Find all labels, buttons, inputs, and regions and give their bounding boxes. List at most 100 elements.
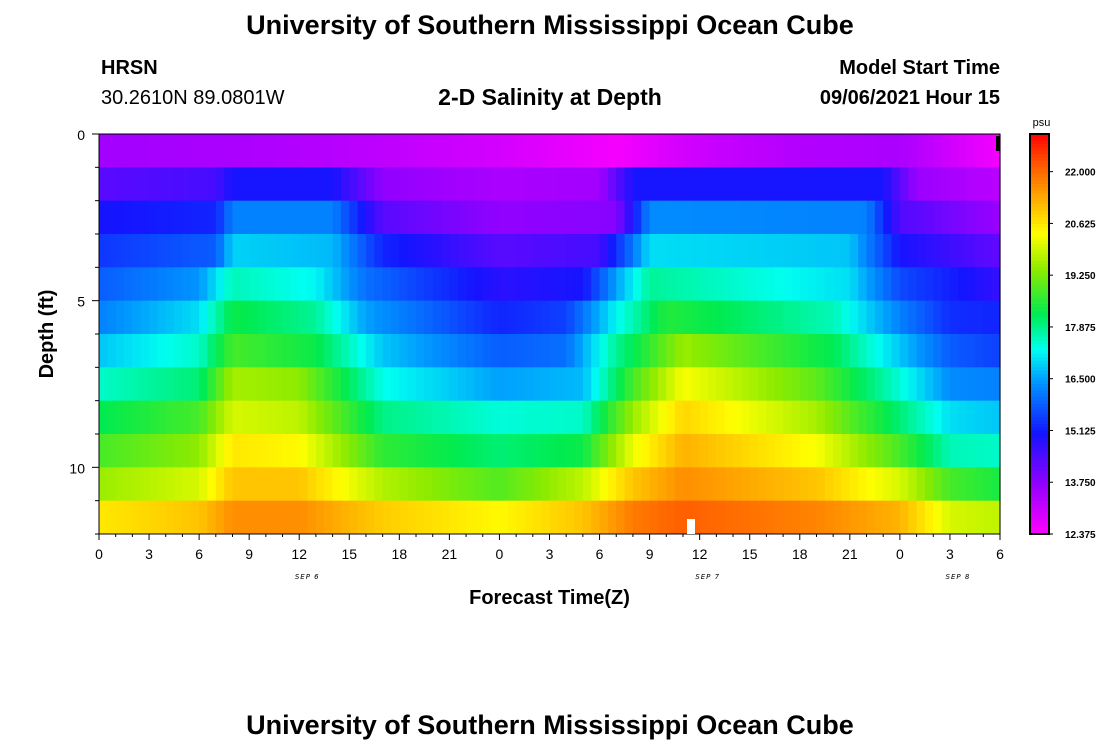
x-tick-label: 9 bbox=[245, 546, 253, 562]
heatmap-cell bbox=[808, 167, 818, 202]
heatmap-cell bbox=[774, 500, 784, 535]
heatmap-cell bbox=[741, 234, 751, 268]
heatmap-cell bbox=[674, 367, 684, 402]
heatmap-cell bbox=[883, 167, 893, 202]
heatmap-cell bbox=[724, 334, 734, 368]
heatmap-cell bbox=[290, 200, 300, 235]
colorbar-tick-label: 22.000 bbox=[1065, 168, 1096, 179]
heatmap-cell bbox=[174, 134, 184, 168]
heatmap-cell bbox=[115, 367, 125, 402]
heatmap-cell bbox=[933, 367, 943, 402]
heatmap-cell bbox=[574, 367, 584, 402]
heatmap-cell bbox=[499, 400, 509, 435]
heatmap-cell bbox=[474, 167, 484, 202]
heatmap-cell bbox=[799, 167, 809, 202]
heatmap-cell bbox=[849, 400, 859, 435]
heatmap-cell bbox=[491, 334, 501, 368]
heatmap-cell bbox=[941, 334, 951, 368]
heatmap-cell bbox=[407, 400, 417, 435]
heatmap-cell bbox=[557, 367, 567, 402]
heatmap-cell bbox=[449, 400, 459, 435]
heatmap-cell bbox=[766, 400, 776, 435]
heatmap-cell bbox=[674, 267, 684, 302]
y-tick-label: 10 bbox=[69, 460, 85, 476]
heatmap-cell bbox=[290, 234, 300, 268]
heatmap-cell bbox=[691, 400, 701, 435]
heatmap-cell bbox=[482, 500, 492, 535]
heatmap-cell bbox=[616, 167, 626, 202]
heatmap-cell bbox=[315, 134, 325, 168]
heatmap-cell bbox=[566, 500, 576, 535]
heatmap-cell bbox=[858, 134, 868, 168]
colorbar-segment bbox=[1030, 134, 1049, 138]
heatmap-cell bbox=[407, 134, 417, 168]
heatmap-cell bbox=[274, 234, 284, 268]
heatmap-cell bbox=[491, 267, 501, 302]
heatmap-cell bbox=[566, 434, 576, 468]
heatmap-cell bbox=[991, 334, 1001, 368]
heatmap-cell bbox=[657, 167, 667, 202]
colorbar-segment bbox=[1030, 404, 1049, 408]
heatmap-cell bbox=[474, 300, 484, 335]
heatmap-cell bbox=[232, 400, 242, 435]
heatmap-cell bbox=[290, 434, 300, 468]
heatmap-cell bbox=[232, 267, 242, 302]
heatmap-cell bbox=[115, 267, 125, 302]
heatmap-cell bbox=[274, 500, 284, 535]
heatmap-cell bbox=[240, 200, 250, 235]
colorbar-segment bbox=[1030, 444, 1049, 448]
x-tick-label: 21 bbox=[842, 546, 858, 562]
heatmap-cell bbox=[774, 434, 784, 468]
plot-title: 2-D Salinity at Depth bbox=[438, 84, 662, 110]
colorbar-segment bbox=[1030, 370, 1049, 375]
heatmap-cell bbox=[441, 234, 450, 268]
heatmap-cell bbox=[390, 400, 400, 435]
heatmap-cell bbox=[140, 167, 150, 202]
heatmap-cell bbox=[232, 500, 242, 535]
heatmap-cell bbox=[991, 400, 1001, 435]
heatmap-cell bbox=[741, 300, 751, 335]
heatmap-cell bbox=[215, 267, 225, 302]
heatmap-cell bbox=[99, 134, 108, 168]
heatmap-cell bbox=[107, 334, 117, 368]
heatmap-cell bbox=[858, 267, 868, 302]
heatmap-cell bbox=[958, 467, 968, 502]
heatmap-cell bbox=[699, 467, 709, 502]
heatmap-cell bbox=[507, 500, 517, 535]
heatmap-cell bbox=[365, 367, 375, 402]
heatmap-cell bbox=[949, 167, 959, 202]
heatmap-cell bbox=[307, 167, 317, 202]
heatmap-cell bbox=[758, 267, 767, 302]
heatmap-cell bbox=[674, 134, 684, 168]
heatmap-cell bbox=[157, 400, 167, 435]
heatmap-cell bbox=[908, 267, 918, 302]
heatmap-cell bbox=[157, 267, 167, 302]
heatmap-cell bbox=[733, 500, 742, 535]
heatmap-cell bbox=[808, 400, 818, 435]
heatmap-cell bbox=[182, 334, 192, 368]
current-time-marker bbox=[687, 519, 695, 534]
heatmap-cell bbox=[349, 334, 359, 368]
heatmap-cell bbox=[549, 467, 559, 502]
heatmap-cell bbox=[824, 200, 834, 235]
heatmap-cell bbox=[115, 400, 125, 435]
heatmap-cell bbox=[516, 334, 526, 368]
heatmap-cell bbox=[365, 134, 375, 168]
x-date-label: SEP 6 bbox=[295, 573, 320, 581]
heatmap-cell bbox=[457, 500, 467, 535]
heatmap-cell bbox=[682, 167, 692, 202]
heatmap-cell bbox=[791, 467, 801, 502]
heatmap-cell bbox=[491, 200, 501, 235]
heatmap-cell bbox=[349, 234, 359, 268]
heatmap-cell bbox=[140, 400, 150, 435]
heatmap-cell bbox=[424, 234, 434, 268]
heatmap-cell bbox=[382, 200, 392, 235]
heatmap-cell bbox=[557, 200, 567, 235]
heatmap-cell bbox=[607, 400, 617, 435]
heatmap-cell bbox=[299, 334, 309, 368]
heatmap-cell bbox=[641, 500, 651, 535]
heatmap-cell bbox=[349, 300, 359, 335]
heatmap-cell bbox=[290, 400, 300, 435]
heatmap-cell bbox=[916, 500, 926, 535]
heatmap-cell bbox=[165, 167, 175, 202]
